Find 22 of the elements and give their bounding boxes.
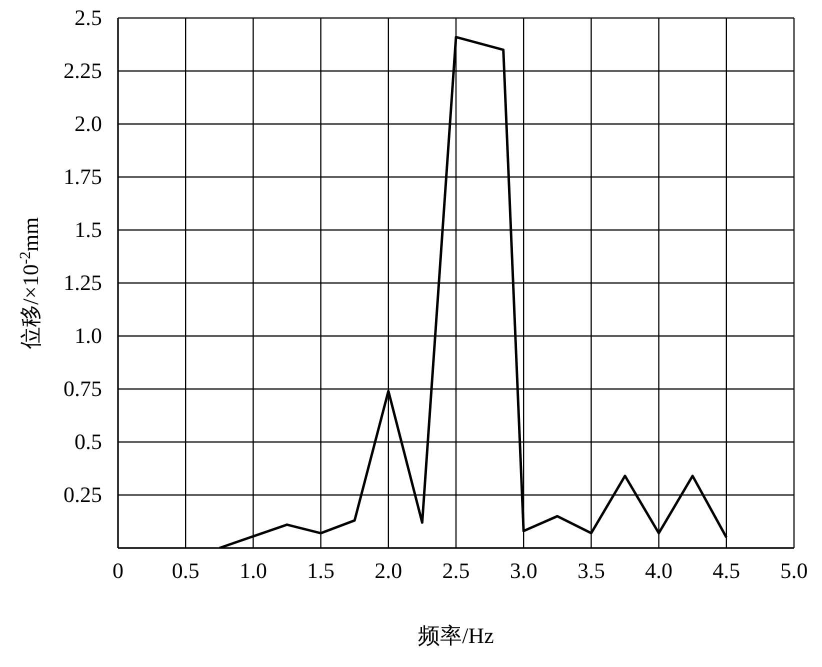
x-tick-label: 5.0 bbox=[780, 558, 808, 583]
y-tick-label: 1.5 bbox=[74, 217, 102, 242]
x-tick-label: 1.0 bbox=[239, 558, 267, 583]
x-tick-label: 0 bbox=[112, 558, 124, 583]
y-tick-label: 0.25 bbox=[64, 482, 102, 507]
x-tick-label: 4.0 bbox=[645, 558, 673, 583]
y-tick-label: 0.75 bbox=[64, 376, 102, 401]
x-axis-title: 频率/Hz bbox=[418, 623, 494, 648]
y-tick-label: 0.5 bbox=[74, 429, 102, 454]
x-tick-label: 0.5 bbox=[172, 558, 200, 583]
y-tick-label: 1.75 bbox=[64, 164, 102, 189]
y-tick-label: 1.25 bbox=[64, 270, 102, 295]
y-tick-label: 1.0 bbox=[74, 323, 102, 348]
x-tick-label: 4.5 bbox=[712, 558, 740, 583]
x-tick-label: 2.5 bbox=[442, 558, 470, 583]
x-tick-label: 1.5 bbox=[307, 558, 335, 583]
x-tick-label: 3.0 bbox=[510, 558, 538, 583]
x-tick-label: 2.0 bbox=[374, 558, 402, 583]
y-tick-label: 2.5 bbox=[74, 5, 102, 30]
y-tick-label: 2.0 bbox=[74, 111, 102, 136]
x-tick-label: 3.5 bbox=[577, 558, 605, 583]
y-tick-label: 2.25 bbox=[64, 58, 102, 83]
